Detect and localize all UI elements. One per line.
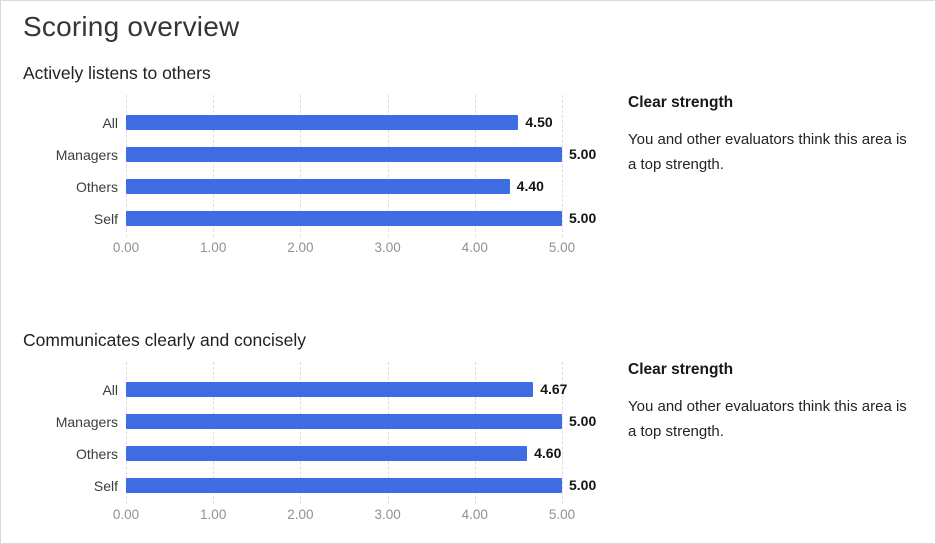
x-axis: 0.00 1.00 2.00 3.00 4.00 5.00 (113, 507, 575, 525)
bar (126, 446, 528, 461)
bar-value-label: 4.60 (534, 445, 562, 461)
axis-tick-label: 4.00 (461, 507, 488, 522)
category-label: Self (93, 211, 118, 227)
score-section-actively-listens: Actively listens to others All Managers Ot… (23, 61, 913, 258)
gridline (387, 95, 389, 237)
bar-value-label: 5.00 (569, 477, 597, 493)
gridline (474, 95, 476, 237)
axis-tick-label: 2.00 (287, 240, 314, 255)
bar-value-label: 5.00 (569, 146, 597, 162)
gridline (213, 362, 215, 504)
axis-tick-label: 1.00 (200, 507, 227, 522)
bars-area: 4.50 5.00 4.40 5.00 (126, 95, 596, 237)
bar (126, 211, 562, 226)
bar-row: 4.67 (126, 374, 567, 406)
bar-value-label: 4.40 (516, 178, 544, 194)
gridline (126, 95, 127, 237)
bar-value-label: 4.67 (540, 381, 568, 397)
bar-row: 5.00 (126, 139, 596, 171)
category-label: All (102, 382, 118, 398)
gridline (474, 362, 476, 504)
section-title: Communicates clearly and concisely (23, 330, 307, 350)
axis-tick-label: 5.00 (548, 240, 576, 255)
axis-tick-label: 2.00 (287, 507, 314, 522)
plot-area: 4.50 5.00 4.40 5.00 0.00 1.00 2.00 3.00 4.00 5.00 (113, 95, 596, 258)
axis-tick-label: 1.00 (200, 240, 227, 255)
axis-tick-label: 5.00 (548, 507, 576, 522)
bar-row: 5.00 (126, 406, 596, 438)
axis-tick-label: 3.00 (374, 240, 401, 255)
axis-tick-label: 0.00 (112, 507, 140, 522)
strength-callout: Clear strength You and other evaluators … (628, 85, 913, 177)
bar-row: 4.40 (126, 171, 562, 203)
gridline (562, 95, 563, 237)
score-section-communicates-clearly: Communicates clearly and concisely All Ma… (23, 328, 913, 525)
bar-row: 5.00 (126, 203, 596, 235)
bar (126, 382, 534, 397)
bar (126, 179, 510, 194)
category-label: Others (75, 179, 118, 195)
section-title: Actively listens to others (23, 63, 211, 83)
bar-chart-communicates-clearly: All Managers Others Self 4.67 5.00 4.60 5.00 0.0… (23, 362, 596, 525)
bar-value-label: 5.00 (569, 413, 597, 429)
gridlines (126, 362, 563, 504)
plot-area: 4.67 5.00 4.60 5.00 0.00 1.00 2.00 3.00 4.00 5.00 (113, 362, 596, 525)
gridline (387, 362, 389, 504)
bar (126, 147, 562, 162)
callout-heading: Clear strength (628, 94, 734, 111)
axis-tick-label: 4.00 (461, 240, 488, 255)
bars-area: 4.67 5.00 4.60 5.00 (126, 362, 596, 504)
bar (126, 115, 519, 130)
gridline (213, 95, 215, 237)
category-label: Managers (55, 147, 118, 163)
gridline (300, 362, 302, 504)
x-axis: 0.00 1.00 2.00 3.00 4.00 5.00 (113, 240, 575, 258)
callout-heading: Clear strength (628, 361, 734, 378)
category-label: All (102, 115, 118, 131)
category-labels: All Managers Others Self (23, 95, 126, 258)
category-label: Self (93, 478, 118, 494)
callout-body: You and other evaluators think this area… (628, 398, 907, 440)
gridline (126, 362, 127, 504)
category-labels: All Managers Others Self (23, 362, 126, 525)
gridline (300, 95, 302, 237)
bar-row: 4.50 (126, 107, 562, 139)
bar-value-label: 5.00 (569, 210, 597, 226)
gridline (562, 362, 563, 504)
strength-callout: Clear strength You and other evaluators … (628, 352, 913, 444)
category-label: Others (75, 446, 118, 462)
bar (126, 478, 562, 493)
page-title: Scoring overview (23, 11, 240, 42)
axis-tick-label: 3.00 (374, 507, 401, 522)
bar-row: 4.60 (126, 438, 562, 470)
bar-chart-actively-listens: All Managers Others Self 4.50 5.00 4.40 5.00 0.0… (23, 95, 596, 258)
gridlines (126, 95, 563, 237)
axis-tick-label: 0.00 (112, 240, 140, 255)
callout-body: You and other evaluators think this area… (628, 131, 907, 173)
bar-value-label: 4.50 (525, 114, 553, 130)
bar (126, 414, 562, 429)
bar-row: 5.00 (126, 470, 596, 502)
category-label: Managers (55, 414, 118, 430)
